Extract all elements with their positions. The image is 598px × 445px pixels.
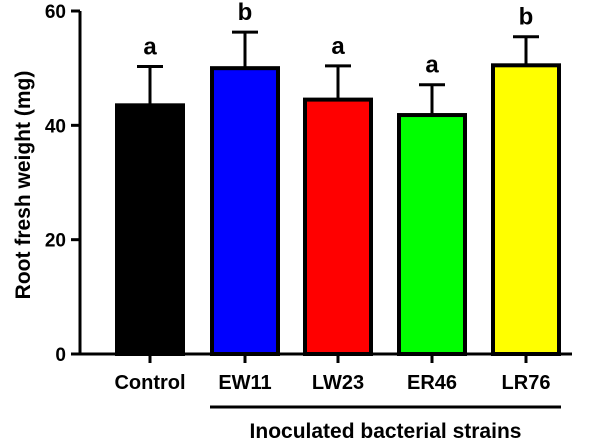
bar-lw23	[303, 97, 373, 356]
bar-control	[115, 103, 185, 356]
significance-label: a	[143, 33, 157, 60]
x-tick-label: LR76	[502, 372, 551, 394]
bars	[115, 30, 561, 357]
group-label: Inoculated bacterial strains	[250, 420, 522, 443]
significance-label: a	[425, 52, 439, 79]
x-tick-label: LW23	[312, 372, 364, 394]
y-tick-label: 60	[45, 2, 66, 23]
significance-labels: a b a a b	[143, 0, 533, 79]
bar-er46	[397, 113, 467, 356]
x-tick-label: EW11	[218, 372, 271, 394]
y-axis-label: Root fresh weight (mg)	[12, 71, 35, 300]
y-tick-label: 20	[45, 231, 66, 252]
x-tick-label: Control	[114, 372, 185, 394]
bar-ew11	[210, 66, 280, 357]
significance-label: b	[519, 4, 534, 31]
y-ticks: 0 20 40 60	[45, 2, 80, 366]
x-tick-labels: Control EW11 LW23 ER46 LR76	[114, 354, 550, 394]
bar-lr76	[491, 63, 561, 357]
y-tick-label: 0	[55, 345, 66, 366]
y-tick-label: 40	[45, 116, 66, 137]
significance-label: b	[238, 0, 253, 26]
x-tick-label: ER46	[407, 372, 457, 394]
significance-label: a	[331, 33, 345, 60]
